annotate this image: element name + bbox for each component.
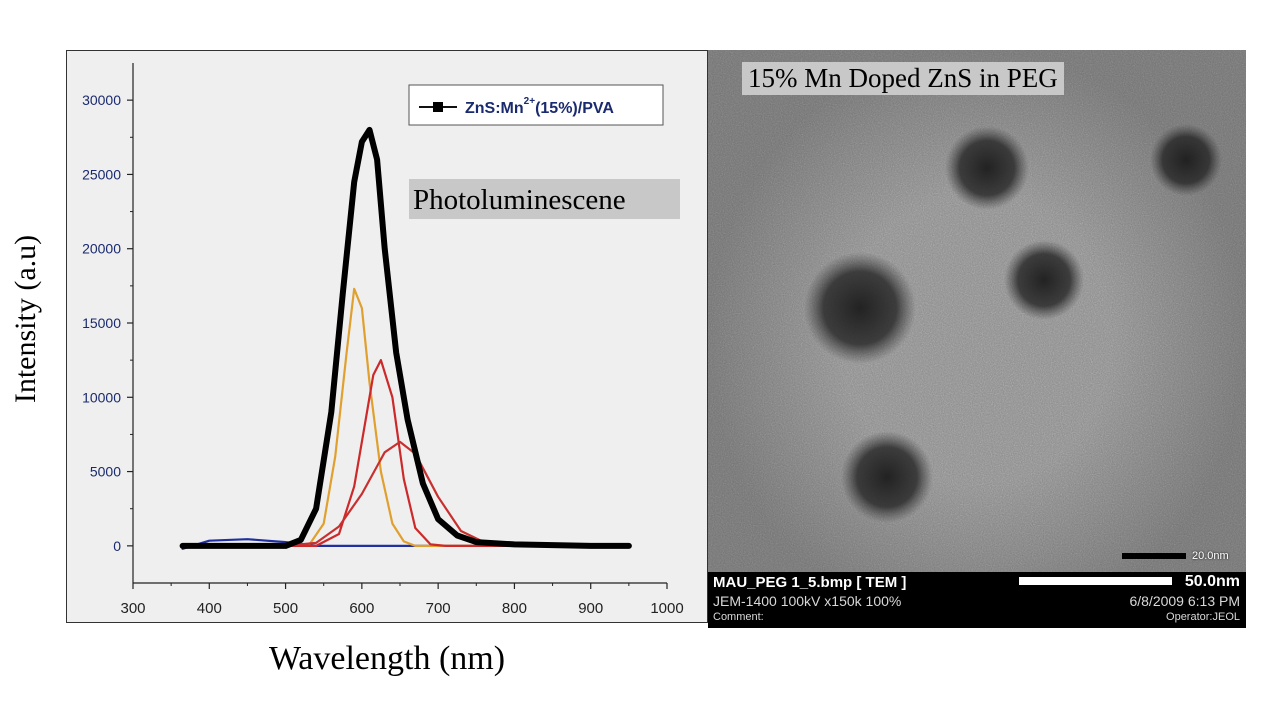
legend-label: ZnS:Mn2+(15%)/PVA [465, 96, 614, 117]
y-axis-label: Intensity (a.u) [9, 234, 42, 404]
x-axis-label: Wavelength (nm) [268, 640, 506, 677]
tem-info-bar: MAU_PEG 1_5.bmp [ TEM ] JEM-1400 100kV x… [708, 572, 1246, 628]
y-tick-label: 15000 [82, 315, 121, 331]
series-line-main [179, 126, 632, 549]
x-tick-label: 700 [426, 600, 451, 617]
tem-image-panel: 15% Mn Doped ZnS in PEG 20.0nm MAU_PEG 1… [708, 50, 1246, 628]
tem-comment: Comment: [713, 611, 764, 623]
small-scale-label: 20.0nm [1192, 550, 1229, 562]
nanoparticle [804, 252, 916, 364]
series-line-2 [181, 359, 630, 547]
y-tick-label: 20000 [82, 241, 121, 257]
annotation-label: Photoluminescene [413, 184, 626, 216]
tem-micrograph [708, 50, 1246, 628]
small-scale-bar [1122, 553, 1186, 559]
legend-box [408, 84, 664, 126]
y-tick-label: 5000 [90, 464, 121, 480]
annotation-bg [409, 179, 680, 219]
y-tick-label: 30000 [82, 92, 121, 108]
x-tick-label: 500 [273, 600, 298, 617]
legend-marker [433, 102, 443, 112]
tem-instrument: JEM-1400 100kV x150k 100% [713, 593, 902, 609]
nanoparticle [1150, 124, 1222, 196]
tem-title: 15% Mn Doped ZnS in PEG [742, 62, 1064, 95]
tem-datetime: 6/8/2009 6:13 PM [1129, 593, 1240, 609]
y-tick-label: 25000 [82, 166, 121, 182]
y-tick-label: 10000 [82, 389, 121, 405]
tem-operator: Operator:JEOL [1166, 611, 1240, 623]
large-scale-bar [1019, 577, 1172, 585]
nanoparticle [1004, 240, 1084, 320]
x-tick-label: 1000 [650, 600, 683, 617]
x-tick-label: 900 [578, 600, 603, 617]
pl-chart: 0 5000 10000 15000 20000 25000 30000 300 400 500 6… [82, 63, 684, 617]
tem-filename: MAU_PEG 1_5.bmp [ TEM ] [713, 574, 907, 591]
nanoparticle [945, 126, 1029, 210]
y-tick-label: 0 [113, 538, 121, 554]
series-line-3 [181, 440, 630, 547]
nanoparticle [841, 431, 933, 523]
x-tick-label: 800 [502, 600, 527, 617]
x-tick-label: 600 [349, 600, 374, 617]
chart-panel: 0 5000 10000 15000 20000 25000 30000 300 400 500 6… [66, 50, 708, 623]
series-line-1 [181, 287, 630, 547]
x-tick-label: 400 [197, 600, 222, 617]
large-scale-label: 50.0nm [1184, 573, 1240, 590]
x-tick-label: 300 [120, 600, 145, 617]
